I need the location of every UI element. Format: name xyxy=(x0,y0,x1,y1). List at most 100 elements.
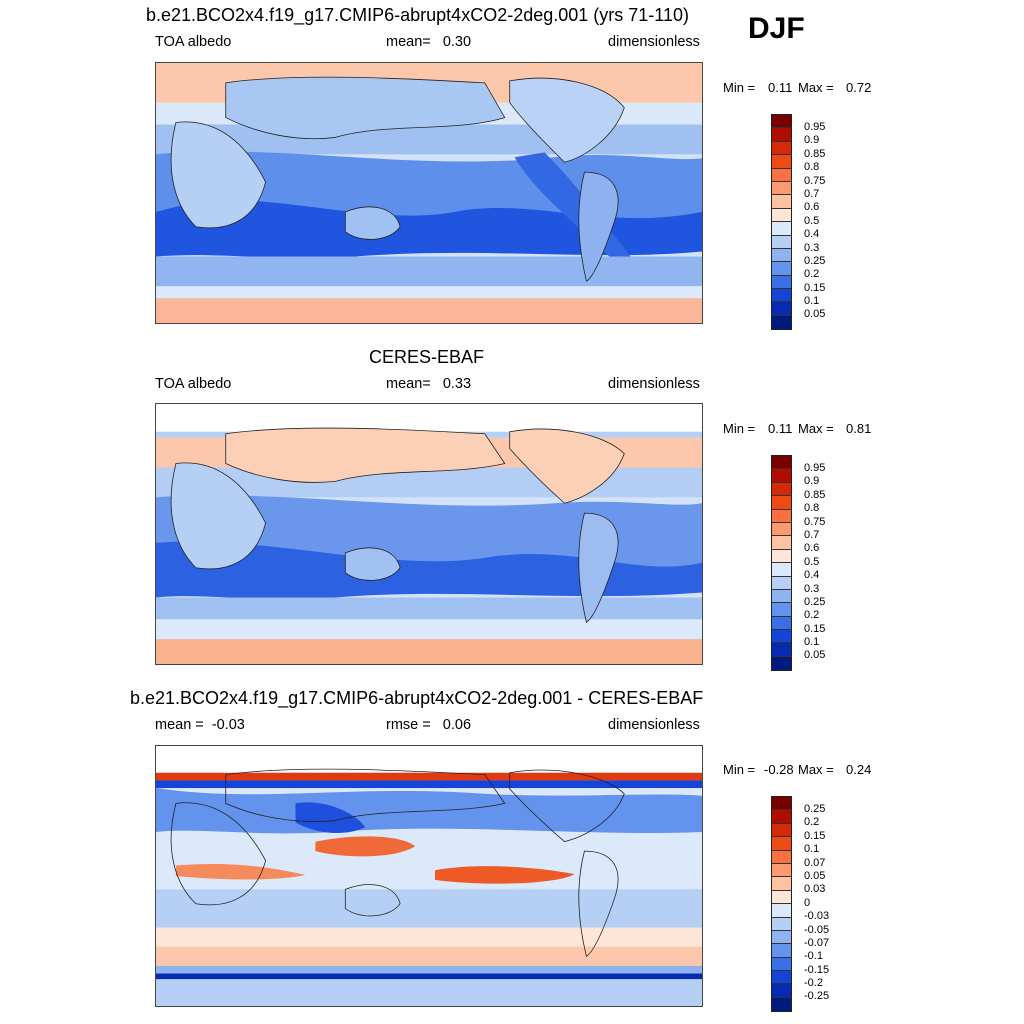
colorbar-swatch xyxy=(772,208,791,223)
panel-2-variable-label: TOA albedo xyxy=(155,376,232,392)
colorbar-tick-label: 0.15 xyxy=(804,622,826,635)
colorbar-tick-label: 0.75 xyxy=(804,515,826,528)
colorbar-tick-label: 0.85 xyxy=(804,147,826,160)
panel-1-min-label: Min = xyxy=(723,80,756,95)
colorbar-swatch xyxy=(772,168,791,182)
colorbar-swatch xyxy=(772,810,791,824)
colorbar-swatch xyxy=(772,496,791,510)
colorbar-swatch xyxy=(772,944,791,958)
panel-2-min-label: Min = xyxy=(723,421,756,436)
colorbar-tick-label: 0.05 xyxy=(804,649,826,662)
colorbar-swatch xyxy=(772,509,791,523)
colorbar-swatch xyxy=(772,141,791,156)
colorbar-tick-label: 0.2 xyxy=(804,816,820,829)
colorbar-tick-label: 0.05 xyxy=(804,869,826,882)
colorbar-swatch xyxy=(772,522,791,537)
colorbar-tick-label: 0.3 xyxy=(804,582,820,595)
colorbar-swatch xyxy=(772,656,791,671)
colorbar-tick-label: 0.5 xyxy=(804,214,820,227)
panel-2-units-label: dimensionless xyxy=(608,376,700,392)
colorbar-swatch xyxy=(772,155,791,169)
colorbar-tick-label: 0.8 xyxy=(804,161,820,174)
colorbar-tick-label: 0.9 xyxy=(804,475,820,488)
colorbar-tick-label: 0.25 xyxy=(804,595,826,608)
colorbar-swatch xyxy=(772,997,791,1012)
panel-1-variable-label: TOA albedo xyxy=(155,34,232,50)
panel-2-map-svg xyxy=(156,404,702,664)
colorbar-tick-label: -0.07 xyxy=(804,936,830,949)
colorbar-tick-label: 0.15 xyxy=(804,829,826,842)
panel-2-map xyxy=(155,403,703,665)
panel-3-max-value: 0.24 xyxy=(846,762,872,777)
colorbar-swatch xyxy=(772,957,791,972)
colorbar-swatch xyxy=(772,563,791,577)
colorbar-tick-label: 0.95 xyxy=(804,121,826,133)
panel-2-max-value: 0.81 xyxy=(846,421,872,436)
colorbar-swatch xyxy=(772,630,791,644)
colorbar-swatch xyxy=(772,469,791,483)
panel-2-min-value: 0.11 xyxy=(768,421,793,436)
colorbar-swatch xyxy=(772,823,791,838)
colorbar-swatch xyxy=(772,589,791,604)
colorbar-swatch xyxy=(772,262,791,276)
colorbar-swatch xyxy=(772,536,791,550)
colorbar-tick-label: -0.1 xyxy=(804,950,823,963)
panel-3-units-label: dimensionless xyxy=(608,717,700,733)
colorbar-tick-label: 0.4 xyxy=(804,569,820,582)
panel-3-rmse-label: rmse = 0.06 xyxy=(386,717,472,733)
panel-1-mean-label: mean= 0.30 xyxy=(386,34,472,50)
colorbar-swatch xyxy=(772,275,791,290)
colorbar-swatch xyxy=(772,235,791,249)
colorbar-swatch xyxy=(772,222,791,236)
panel-1-colorbar xyxy=(771,114,792,331)
colorbar-tick-label: 0.07 xyxy=(804,856,826,869)
colorbar-swatch xyxy=(772,482,791,497)
panel-3-colorbar-labels: 0.25 0.2 0.15 0.1 0.07 0.05 0.03 0 -0.03 -0.05 -0.… xyxy=(804,803,829,1004)
colorbar-tick-label: 0.6 xyxy=(804,542,820,555)
panel-2-max-label: Max = xyxy=(798,421,834,436)
panel-1-title: b.e21.BCO2x4.f19_g17.CMIP6-abrupt4xCO2-2… xyxy=(146,5,689,25)
colorbar-tick-label: 0 xyxy=(804,896,811,909)
colorbar-tick-label: 0.75 xyxy=(804,174,826,187)
panel-3-min-label: Min = xyxy=(723,762,756,777)
panel-3-map xyxy=(155,745,703,1007)
colorbar-tick-label: 0.05 xyxy=(804,308,826,321)
colorbar-tick-label: 0.85 xyxy=(804,488,826,501)
panel-3-map-svg xyxy=(156,746,702,1006)
colorbar-tick-label: 0.2 xyxy=(804,268,820,281)
colorbar-tick-label: 0.3 xyxy=(804,241,820,254)
colorbar-tick-label: 0.03 xyxy=(804,883,826,896)
colorbar-swatch xyxy=(772,971,791,985)
colorbar-tick-label: 0.1 xyxy=(804,843,820,856)
colorbar-tick-label: 0.7 xyxy=(804,528,820,541)
panel-3-title: b.e21.BCO2x4.f19_g17.CMIP6-abrupt4xCO2-2… xyxy=(130,688,704,708)
colorbar-tick-label: 0.6 xyxy=(804,201,820,214)
season-label: DJF xyxy=(748,12,805,45)
colorbar-tick-label: 0.95 xyxy=(804,462,826,474)
colorbar-swatch xyxy=(772,890,791,905)
colorbar-swatch xyxy=(772,181,791,196)
colorbar-tick-label: 0.15 xyxy=(804,281,826,294)
colorbar-tick-label: 0.8 xyxy=(804,502,820,515)
colorbar-swatch xyxy=(772,302,791,316)
colorbar-swatch xyxy=(772,289,791,303)
colorbar-swatch xyxy=(772,863,791,878)
colorbar-tick-label: -0.15 xyxy=(804,963,830,976)
colorbar-tick-label: 0.25 xyxy=(804,254,826,267)
panel-2-colorbar-labels: 0.95 0.9 0.85 0.8 0.75 0.7 0.6 0.5 0.4 0.3 0.25 0.2… xyxy=(804,462,825,663)
colorbar-tick-label: -0.25 xyxy=(804,990,830,1003)
colorbar-swatch xyxy=(772,549,791,564)
colorbar-swatch xyxy=(772,917,791,931)
panel-1-colorbar-labels: 0.95 0.9 0.85 0.8 0.75 0.7 0.6 0.5 0.4 0.3 0.25 0.2… xyxy=(804,121,825,322)
colorbar-swatch xyxy=(772,797,791,811)
colorbar-swatch xyxy=(772,603,791,617)
colorbar-swatch xyxy=(772,850,791,864)
colorbar-swatch xyxy=(772,195,791,209)
colorbar-swatch xyxy=(772,904,791,918)
colorbar-tick-label: -0.03 xyxy=(804,910,830,923)
colorbar-swatch xyxy=(772,315,791,330)
panel-3-mean-label: mean = -0.03 xyxy=(155,717,245,733)
colorbar-tick-label: 0.5 xyxy=(804,555,820,568)
colorbar-swatch xyxy=(772,643,791,657)
colorbar-tick-label: -0.2 xyxy=(804,977,823,990)
